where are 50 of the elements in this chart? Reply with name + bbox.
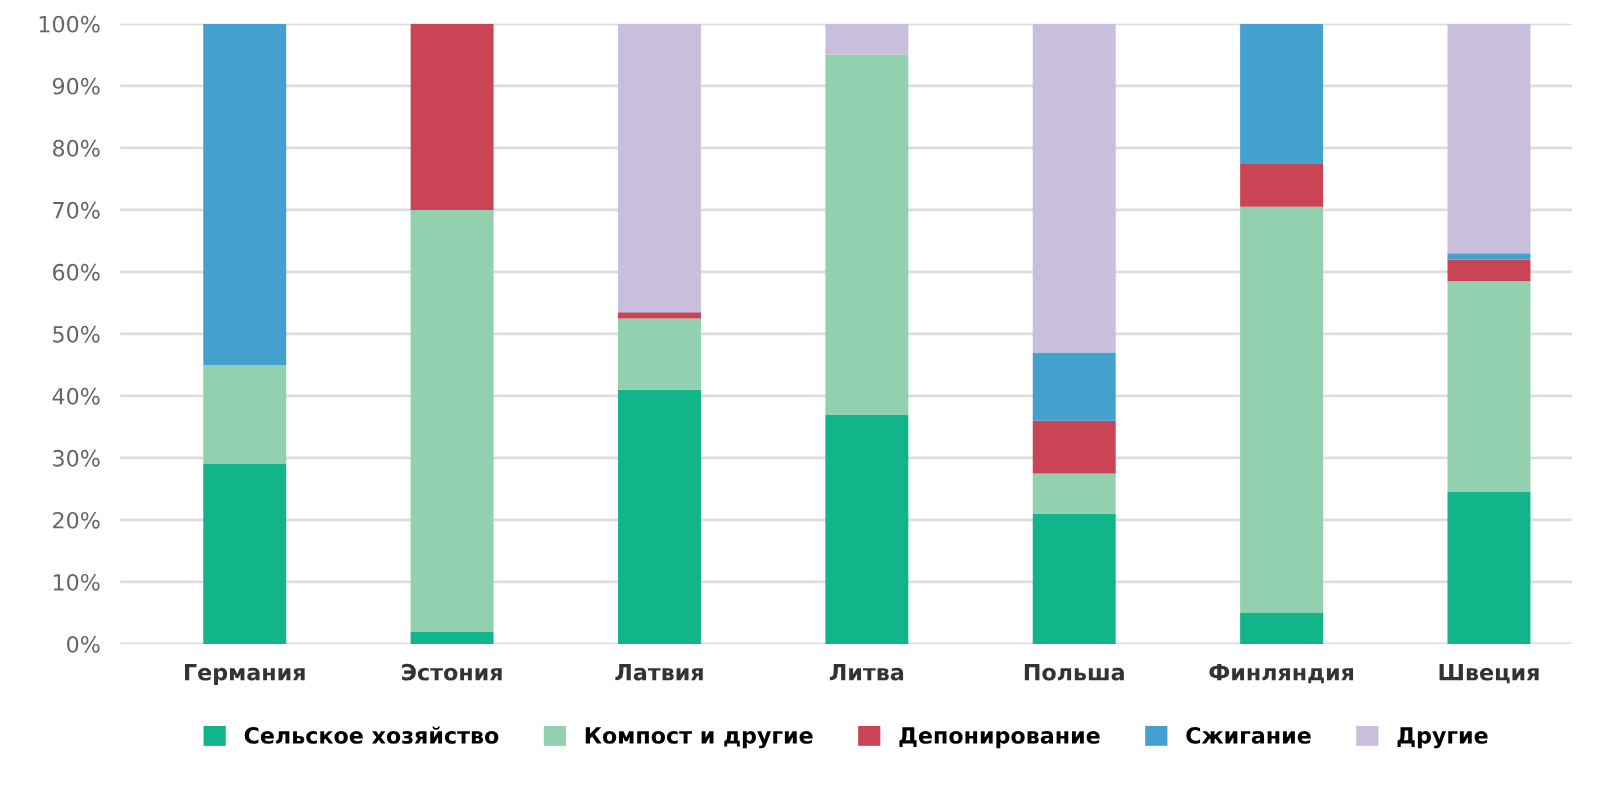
y-tick-label: 30%	[53, 449, 100, 467]
y-tick-label: 80%	[52, 139, 100, 157]
y-tick-label: 10%	[53, 573, 100, 591]
bar	[410, 209, 494, 632]
bar	[1240, 206, 1324, 613]
x-tick-label: Германия	[185, 664, 305, 685]
legend-label: Другие	[1397, 727, 1488, 749]
legend-label: Сельское хозяйство	[244, 726, 499, 744]
bar	[203, 364, 287, 465]
y-tick-label: 60%	[53, 263, 100, 281]
x-tick-label: Латвия	[615, 664, 703, 681]
bar	[618, 312, 701, 319]
bar	[1240, 23, 1324, 164]
x-tick-label: Польша	[1024, 664, 1124, 681]
y-tick-label: 50%	[53, 325, 100, 343]
y-tick-label: 100%	[39, 15, 100, 33]
bar	[203, 23, 287, 365]
y-tick-label: 90%	[52, 77, 100, 95]
legend-label: Компост и другие	[585, 727, 813, 749]
x-tick-label: Эстония	[402, 663, 502, 681]
bar	[825, 23, 909, 55]
y-tick-label: 20%	[53, 511, 100, 529]
bar	[410, 631, 494, 644]
legend-label: Депонирование	[899, 727, 1100, 749]
legend-label: Сжигание	[1186, 727, 1311, 744]
bar	[1032, 352, 1116, 421]
bar	[618, 318, 701, 390]
y-tick-label: 40%	[52, 387, 100, 405]
bar	[203, 464, 287, 644]
bar	[1447, 281, 1531, 493]
bar	[1447, 259, 1531, 282]
x-tick-label: Литва	[829, 664, 904, 681]
bar	[825, 414, 909, 644]
x-tick-label: Финляндия	[1209, 664, 1354, 684]
bar	[1447, 23, 1531, 254]
bar	[1032, 513, 1116, 644]
bar	[1447, 492, 1531, 644]
bar	[618, 389, 701, 644]
bar	[618, 23, 701, 313]
bar	[1240, 163, 1324, 207]
bar	[1447, 253, 1531, 260]
bar	[1032, 23, 1116, 353]
bar	[1240, 612, 1324, 644]
bar	[825, 54, 909, 415]
bar	[410, 23, 494, 210]
bar	[1032, 420, 1116, 474]
y-tick-label: 0%	[67, 635, 100, 653]
bar	[1032, 473, 1116, 514]
x-tick-label: Швеция	[1439, 664, 1539, 684]
y-tick-label: 70%	[53, 201, 100, 219]
